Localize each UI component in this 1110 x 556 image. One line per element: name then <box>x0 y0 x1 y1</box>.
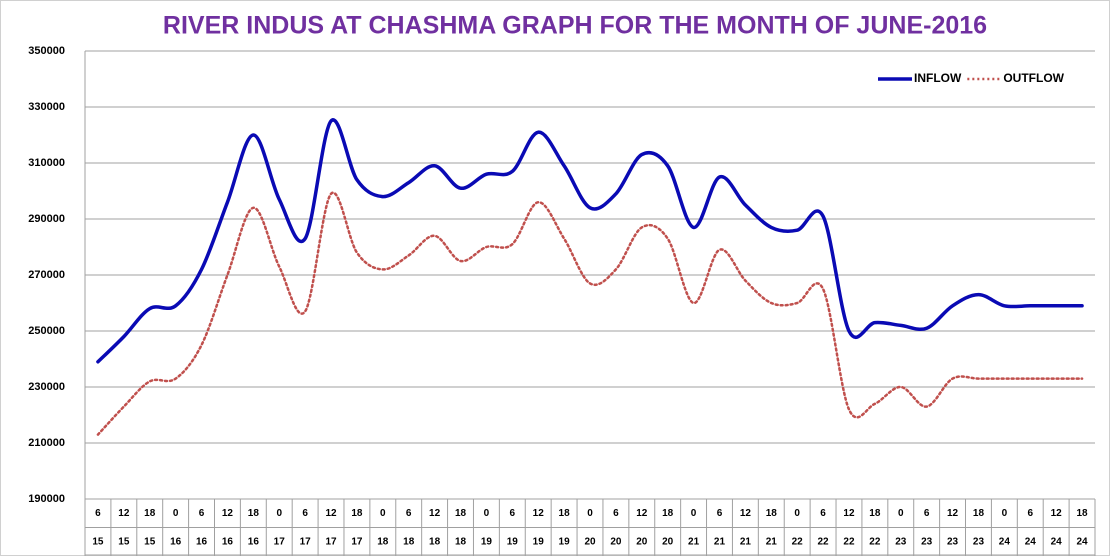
y-tick-label: 230000 <box>28 381 65 393</box>
x-tick-label: 17 <box>300 536 312 547</box>
x-tick-label: 20 <box>584 536 596 547</box>
x-tick-label: 23 <box>947 536 959 547</box>
y-tick-label: 210000 <box>28 437 65 449</box>
x-tick-label: 18 <box>351 508 363 519</box>
x-tick-label: 12 <box>636 508 648 519</box>
x-tick-label: 18 <box>403 536 415 547</box>
x-tick-label: 20 <box>662 536 674 547</box>
x-tick-label: 12 <box>533 508 545 519</box>
x-tick-label: 19 <box>533 536 545 547</box>
y-tick-label: 270000 <box>28 269 65 281</box>
x-tick-label: 18 <box>248 508 260 519</box>
x-tick-label: 0 <box>276 508 282 519</box>
x-tick-label: 18 <box>455 536 467 547</box>
x-tick-label: 12 <box>843 508 855 519</box>
legend-label: OUTFLOW <box>1003 71 1064 85</box>
x-tick-label: 18 <box>455 508 467 519</box>
x-tick-label: 17 <box>351 536 363 547</box>
x-tick-label: 18 <box>429 536 441 547</box>
x-tick-label: 21 <box>714 536 726 547</box>
x-tick-label: 18 <box>144 508 156 519</box>
y-tick-label: 310000 <box>28 157 65 169</box>
x-tick-label: 24 <box>999 536 1011 547</box>
y-tick-label: 190000 <box>28 493 65 505</box>
y-tick-label: 250000 <box>28 325 65 337</box>
x-tick-label: 6 <box>820 508 826 519</box>
x-tick-label: 18 <box>377 536 389 547</box>
y-tick-label: 350000 <box>28 45 65 57</box>
x-tick-label: 18 <box>559 508 571 519</box>
x-tick-label: 15 <box>144 536 156 547</box>
x-tick-label: 16 <box>170 536 182 547</box>
x-tick-label: 12 <box>118 508 130 519</box>
x-tick-label: 0 <box>173 508 179 519</box>
x-tick-label: 12 <box>222 508 234 519</box>
x-tick-label: 20 <box>610 536 622 547</box>
series-line <box>96 191 1084 436</box>
x-tick-label: 18 <box>869 508 881 519</box>
x-tick-label: 6 <box>1027 508 1033 519</box>
chart-title: RIVER INDUS AT CHASHMA GRAPH FOR THE MON… <box>163 12 987 40</box>
x-tick-label: 0 <box>380 508 386 519</box>
x-tick-label: 16 <box>196 536 208 547</box>
x-tick-label: 15 <box>92 536 104 547</box>
x-tick-label: 0 <box>1002 508 1008 519</box>
x-tick-label: 23 <box>973 536 985 547</box>
x-tick-label: 17 <box>325 536 337 547</box>
x-tick-label: 12 <box>1051 508 1063 519</box>
x-tick-label: 0 <box>587 508 593 519</box>
x-tick-label: 21 <box>766 536 778 547</box>
x-tick-label: 12 <box>740 508 752 519</box>
x-tick-label: 20 <box>636 536 648 547</box>
x-tick-label: 12 <box>947 508 959 519</box>
series-line <box>96 118 1084 364</box>
x-tick-label: 0 <box>691 508 697 519</box>
x-tick-label: 6 <box>199 508 205 519</box>
x-tick-label: 16 <box>222 536 234 547</box>
x-tick-label: 6 <box>406 508 412 519</box>
x-tick-label: 18 <box>973 508 985 519</box>
x-tick-label: 21 <box>740 536 752 547</box>
x-tick-label: 21 <box>688 536 700 547</box>
x-tick-label: 17 <box>274 536 286 547</box>
x-tick-label: 18 <box>662 508 674 519</box>
x-tick-label: 19 <box>507 536 519 547</box>
x-tick-label: 18 <box>1076 508 1088 519</box>
x-tick-label: 12 <box>325 508 337 519</box>
x-tick-label: 12 <box>429 508 441 519</box>
x-tick-label: 0 <box>794 508 800 519</box>
x-tick-label: 6 <box>95 508 101 519</box>
x-tick-label: 6 <box>924 508 930 519</box>
x-tick-label: 22 <box>792 536 804 547</box>
x-tick-label: 16 <box>248 536 260 547</box>
x-tick-label: 6 <box>613 508 619 519</box>
x-tick-label: 19 <box>481 536 493 547</box>
x-tick-label: 18 <box>766 508 778 519</box>
x-tick-label: 6 <box>717 508 723 519</box>
x-tick-label: 19 <box>559 536 571 547</box>
x-tick-label: 22 <box>843 536 855 547</box>
x-tick-label: 22 <box>818 536 830 547</box>
x-tick-label: 22 <box>869 536 881 547</box>
x-tick-label: 23 <box>921 536 933 547</box>
x-tick-label: 6 <box>510 508 516 519</box>
y-tick-label: 290000 <box>28 213 65 225</box>
x-tick-label: 24 <box>1025 536 1037 547</box>
x-tick-label: 6 <box>302 508 308 519</box>
legend-label: INFLOW <box>914 71 962 85</box>
x-tick-label: 0 <box>898 508 904 519</box>
x-tick-label: 23 <box>895 536 907 547</box>
x-tick-label: 15 <box>118 536 130 547</box>
x-tick-label: 0 <box>484 508 490 519</box>
x-tick-label: 24 <box>1051 536 1063 547</box>
x-tick-label: 24 <box>1076 536 1088 547</box>
y-tick-label: 330000 <box>28 101 65 113</box>
